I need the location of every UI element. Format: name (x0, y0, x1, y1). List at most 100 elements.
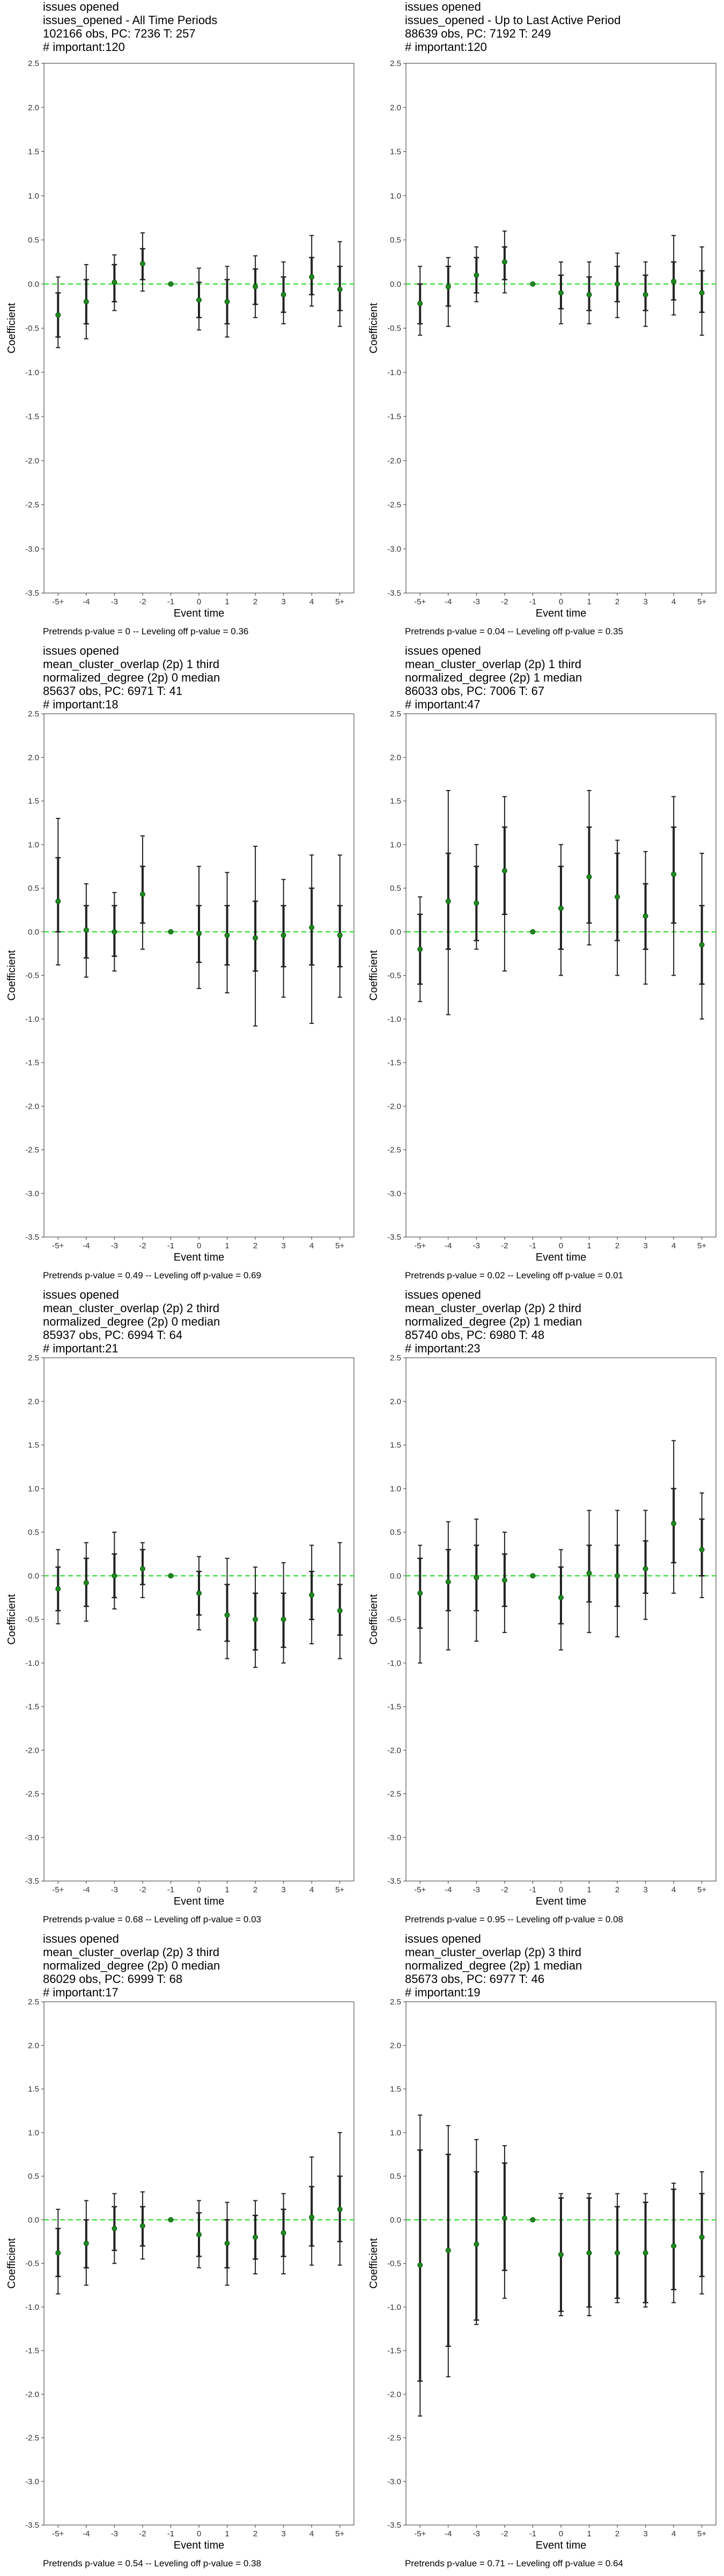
x-tick-label: 3 (643, 1241, 647, 1250)
y-tick-label: 0.0 (28, 280, 39, 289)
coefficient-point (587, 292, 592, 297)
x-tick-label: -2 (139, 2529, 146, 2538)
y-tick-label: 1.5 (390, 2085, 401, 2094)
y-tick-label: 1.0 (28, 2128, 39, 2138)
y-tick-label: 2.5 (390, 709, 401, 719)
coefficient-point (281, 933, 286, 938)
x-tick-label: 3 (643, 1885, 647, 1894)
y-tick-label: -3.5 (25, 1233, 39, 1242)
coefficient-point (309, 1593, 314, 1598)
x-tick-label: -3 (111, 1241, 118, 1250)
y-tick-label: -0.5 (387, 2259, 401, 2268)
y-tick-label: -1.5 (387, 1702, 401, 1711)
coefficient-point (56, 1586, 61, 1591)
x-axis-title: Event time (174, 1896, 224, 1907)
coefficient-point (112, 280, 117, 284)
coefficient-point (530, 930, 535, 934)
coefficient-point (168, 930, 173, 934)
coefficient-point (418, 2263, 423, 2267)
coefficient-point (253, 284, 258, 289)
x-axis-title: Event time (536, 2540, 586, 2551)
x-axis-title: Event time (536, 608, 586, 619)
y-tick-label: -2.5 (25, 2434, 39, 2443)
chart-panel: issues opened issues_opened - All Time Pe… (0, 0, 362, 644)
y-tick-label: 1.0 (390, 1484, 401, 1494)
y-axis-title: Coefficient (6, 2238, 18, 2289)
x-tick-label: -5+ (414, 597, 426, 606)
x-tick-label: -3 (111, 2529, 118, 2538)
coefficient-point (615, 895, 620, 899)
coefficient-point (225, 299, 230, 304)
y-tick-label: -2.5 (387, 1790, 401, 1799)
x-tick-label: -5+ (52, 1885, 64, 1894)
coefficient-point (56, 899, 61, 904)
coefficient-point (587, 874, 592, 879)
coefficient-point (281, 292, 286, 297)
x-tick-label: -4 (83, 597, 90, 606)
y-tick-label: 2.5 (390, 1353, 401, 1363)
x-tick-label: -2 (139, 597, 146, 606)
y-tick-label: -3.5 (387, 589, 401, 598)
p-value-footer: Pretrends p-value = 0.49 -- Leveling off… (43, 1270, 261, 1282)
coefficient-point (281, 2230, 286, 2235)
coefficient-point (559, 2252, 564, 2257)
y-tick-label: 1.0 (28, 192, 39, 201)
y-tick-label: 1.5 (390, 1441, 401, 1450)
y-tick-label: -2.0 (25, 2390, 39, 2399)
coefficient-point (474, 2242, 479, 2246)
x-tick-label: 0 (559, 1885, 563, 1894)
y-tick-label: 0.0 (390, 280, 401, 289)
x-axis-title: Event time (174, 608, 224, 619)
coefficient-point (587, 1571, 592, 1576)
x-tick-label: 0 (559, 597, 563, 606)
event-study-plot: 2.5 2.0 1.5 1.0 0.5 0.0 -0.5 -1.0 -1.5 -2.0 -2.5 -3… (0, 1288, 362, 1932)
x-tick-label: 5+ (335, 597, 344, 606)
x-tick-label: -1 (529, 1241, 536, 1250)
coefficient-point (225, 1613, 230, 1618)
x-tick-label: -4 (445, 597, 452, 606)
y-tick-label: -2.5 (25, 501, 39, 510)
coefficient-point (559, 290, 564, 295)
y-tick-label: 2.0 (28, 2041, 39, 2050)
coefficient-point (671, 1521, 676, 1526)
x-tick-label: 0 (559, 2529, 563, 2538)
x-tick-label: 3 (281, 1885, 285, 1894)
x-tick-label: 1 (587, 1241, 591, 1250)
chart-panel: issues opened mean_cluster_overlap (2p) 2… (362, 1288, 724, 1932)
x-tick-label: -1 (167, 597, 174, 606)
y-tick-label: 1.5 (28, 148, 39, 157)
y-tick-label: -1.5 (25, 412, 39, 421)
coefficient-point (253, 935, 258, 940)
coefficient-point (474, 901, 479, 905)
y-axis-title: Coefficient (368, 303, 380, 354)
y-tick-label: 2.0 (390, 103, 401, 112)
y-axis-title: Coefficient (6, 1594, 18, 1645)
y-tick-label: -0.5 (387, 971, 401, 980)
y-tick-label: -1.5 (25, 2346, 39, 2355)
x-tick-label: -4 (83, 1241, 90, 1250)
x-tick-label: 3 (643, 597, 647, 606)
x-tick-label: 5+ (697, 597, 706, 606)
y-tick-label: 0.0 (28, 1571, 39, 1580)
coefficient-point (140, 2223, 145, 2228)
y-tick-label: -2.0 (387, 1102, 401, 1111)
x-tick-label: -3 (473, 1241, 480, 1250)
coefficient-point (446, 1579, 450, 1584)
x-tick-label: 4 (671, 1885, 676, 1894)
coefficient-point (112, 1574, 117, 1578)
x-tick-label: -2 (501, 1885, 508, 1894)
x-axis-title: Event time (174, 1252, 224, 1263)
coefficient-point (337, 2207, 342, 2212)
x-tick-label: 1 (225, 597, 229, 606)
x-tick-label: -3 (473, 597, 480, 606)
coefficient-point (337, 933, 342, 938)
x-tick-label: 0 (197, 1241, 201, 1250)
y-tick-label: -0.5 (387, 1615, 401, 1624)
x-tick-label: 1 (225, 1885, 229, 1894)
x-tick-label: 5+ (335, 2529, 344, 2538)
y-tick-label: 1.5 (390, 148, 401, 157)
y-tick-label: 1.0 (390, 840, 401, 850)
y-tick-label: 0.5 (390, 236, 401, 245)
coefficient-point (140, 892, 145, 897)
x-tick-label: 3 (643, 2529, 647, 2538)
